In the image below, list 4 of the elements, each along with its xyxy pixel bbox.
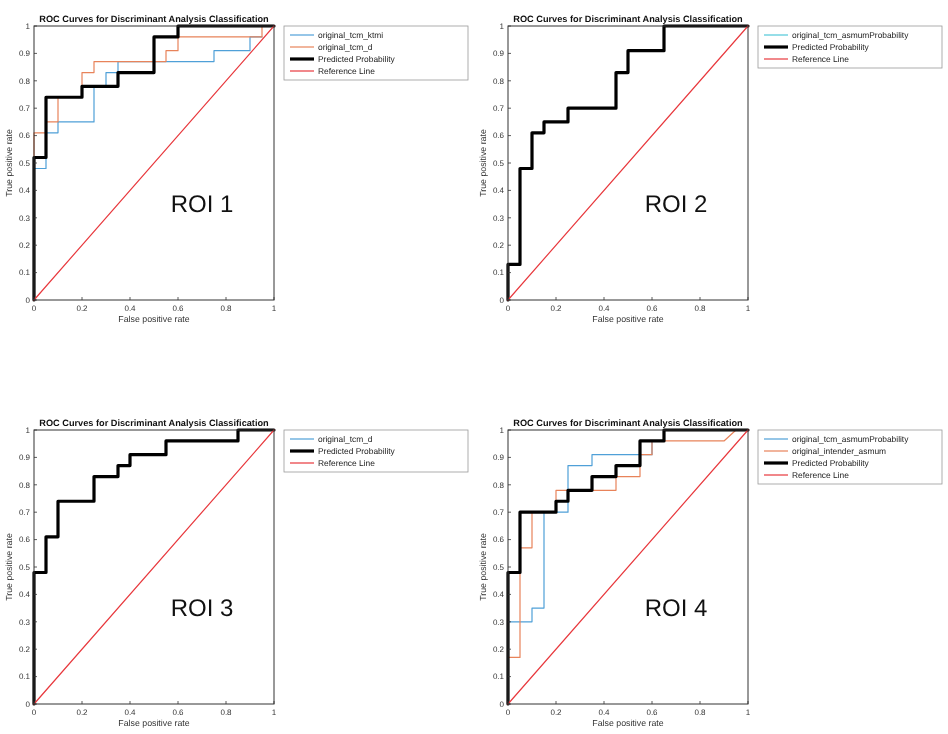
annotation: ROI 1 <box>170 190 234 219</box>
annotation: ROI 2 <box>644 190 708 219</box>
annotation: ROI 4 <box>644 594 708 623</box>
annotation: ROI 3 <box>170 594 234 623</box>
